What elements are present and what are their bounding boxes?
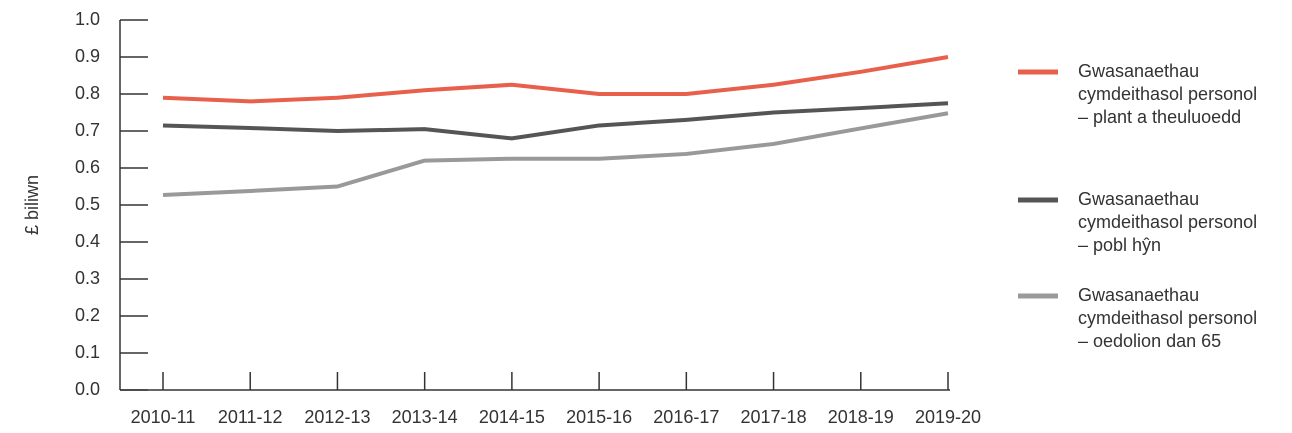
x-tick-label: 2016-17 xyxy=(653,407,719,427)
y-tick-label: 1.0 xyxy=(75,9,100,29)
x-tick-label: 2017-18 xyxy=(741,407,807,427)
x-tick-label: 2012-13 xyxy=(304,407,370,427)
x-tick-label: 2019-20 xyxy=(915,407,981,427)
y-tick-label: 0.5 xyxy=(75,194,100,214)
x-tick-label: 2015-16 xyxy=(566,407,632,427)
legend-label: Gwasanaethau cymdeithasol personol – pob… xyxy=(1078,189,1258,255)
y-tick-label: 0.4 xyxy=(75,231,100,251)
y-tick-label: 0.7 xyxy=(75,120,100,140)
series-line xyxy=(162,55,949,104)
y-axis-label: £ biliwn xyxy=(22,175,42,235)
x-tick-label: 2013-14 xyxy=(392,407,458,427)
y-tick-label: 0.2 xyxy=(75,305,100,325)
y-tick-label: 0.3 xyxy=(75,268,100,288)
y-tick-label: 0.9 xyxy=(75,46,100,66)
x-tick-label: 2014-15 xyxy=(479,407,545,427)
y-tick-label: 0.0 xyxy=(75,379,100,399)
y-tick-label: 0.1 xyxy=(75,342,100,362)
x-tick-label: 2010-11 xyxy=(131,407,196,427)
legend-label: Gwasanaethau cymdeithasol personol – pla… xyxy=(1078,61,1258,127)
y-tick-label: 0.8 xyxy=(75,83,100,103)
series-line xyxy=(162,111,949,198)
x-tick-label: 2018-19 xyxy=(828,407,894,427)
series-line xyxy=(162,101,949,141)
y-tick-label: 0.6 xyxy=(75,157,100,177)
legend-label: Gwasanaethau cymdeithasol personol – oed… xyxy=(1078,285,1258,351)
x-tick-label: 2011-12 xyxy=(218,407,283,427)
